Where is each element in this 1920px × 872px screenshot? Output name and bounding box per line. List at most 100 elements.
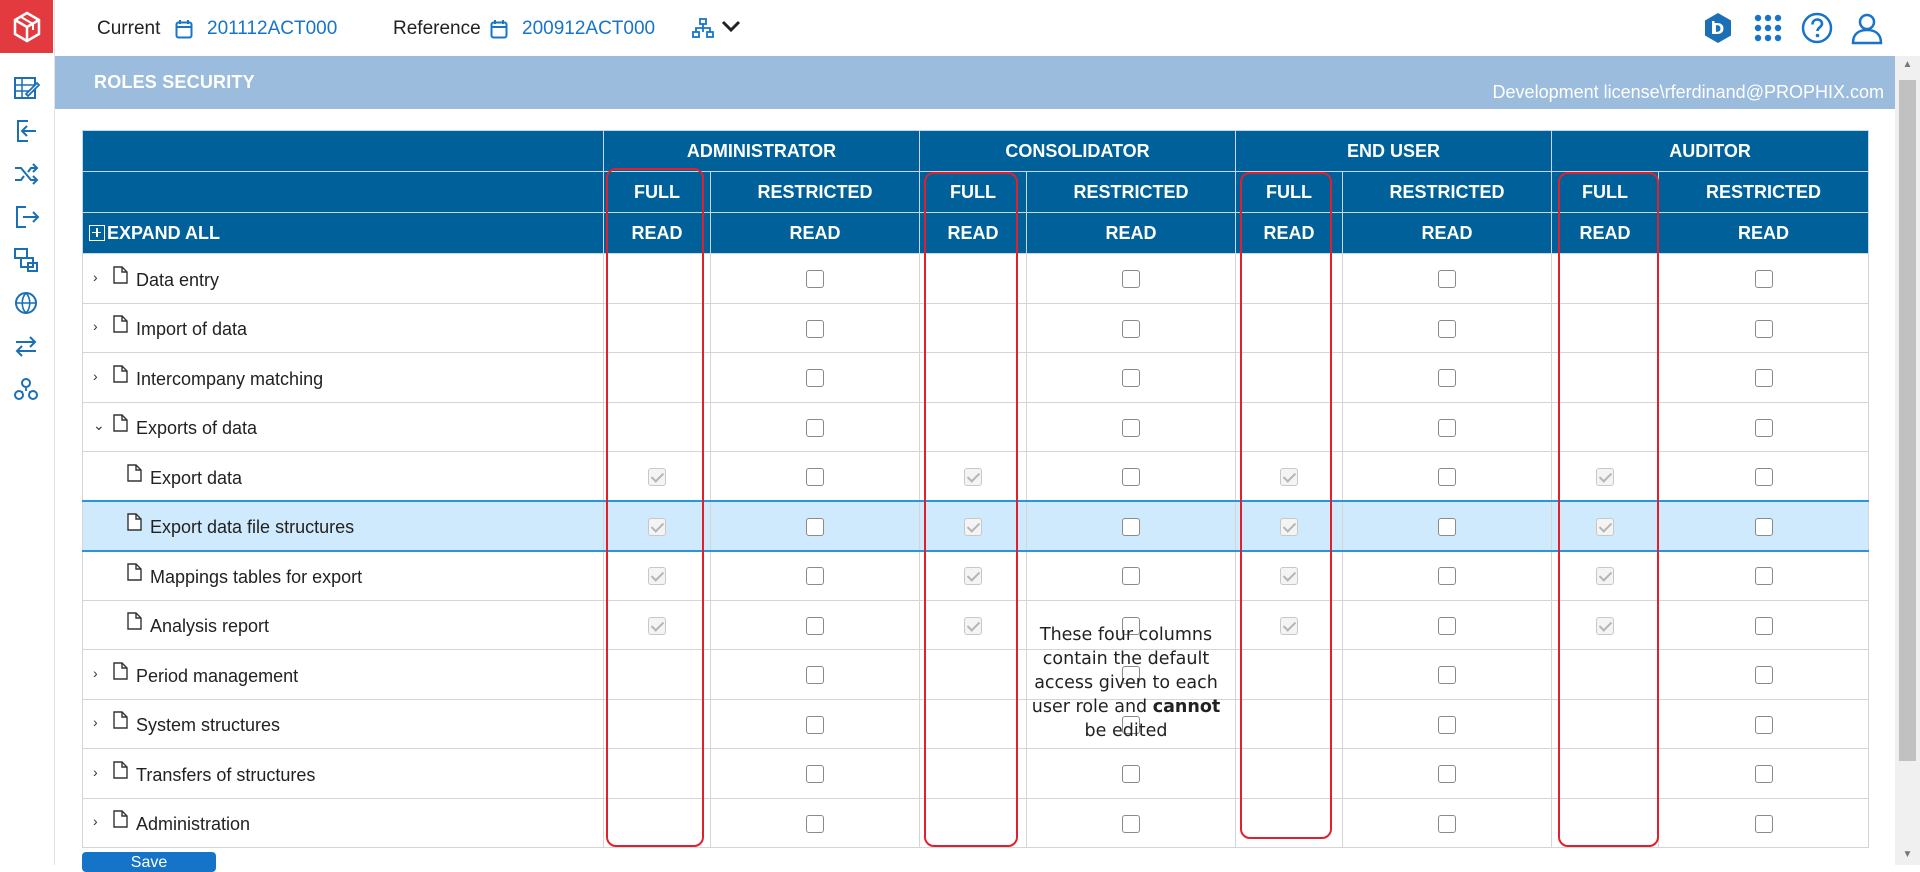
restricted-read-checkbox[interactable] (1122, 418, 1141, 437)
calendar-icon[interactable] (175, 19, 193, 39)
restricted-read-checkbox[interactable] (1754, 467, 1773, 486)
expand-caret-icon[interactable]: › (93, 318, 98, 335)
data-entry-nav-icon[interactable] (11, 73, 41, 103)
restricted-read-checkbox[interactable] (806, 418, 824, 437)
restricted-read-checkbox[interactable] (1754, 270, 1773, 288)
restricted-read-checkbox[interactable] (1122, 666, 1141, 684)
restricted-read-checkbox[interactable] (1438, 369, 1457, 387)
restricted-read-checkbox[interactable] (1754, 765, 1773, 783)
table-row[interactable]: › Period management (82, 649, 1870, 700)
restricted-read-checkbox[interactable] (1438, 715, 1457, 734)
row-label-cell[interactable]: ⌄ Exports of data (82, 401, 604, 452)
restricted-read-checkbox[interactable] (1438, 666, 1457, 684)
restricted-read-checkbox[interactable] (1754, 418, 1773, 437)
expand-caret-icon[interactable]: › (93, 813, 98, 830)
restricted-read-checkbox[interactable] (1754, 814, 1773, 833)
restricted-read-checkbox[interactable] (1122, 616, 1141, 635)
row-label-cell[interactable]: › Intercompany matching (82, 352, 604, 403)
restricted-read-checkbox[interactable] (806, 467, 824, 486)
row-label-cell[interactable]: Export data file structures (82, 500, 604, 552)
export-nav-icon[interactable] (11, 202, 41, 232)
scrollbar-thumb[interactable] (1899, 80, 1916, 761)
restricted-read-checkbox[interactable] (806, 567, 824, 586)
row-label-cell[interactable]: › System structures (82, 698, 604, 749)
restricted-read-checkbox[interactable] (1122, 467, 1141, 486)
table-row[interactable]: › Administration (82, 797, 1870, 848)
row-label-cell[interactable]: Mappings tables for export (82, 550, 604, 601)
row-label-cell[interactable]: › Transfers of structures (82, 748, 604, 799)
restricted-read-checkbox[interactable] (1438, 319, 1457, 338)
restricted-read-checkbox[interactable] (1122, 319, 1141, 338)
row-label-cell[interactable]: Export data (82, 451, 604, 502)
table-row[interactable]: › Import of data (82, 302, 1870, 353)
row-label-cell[interactable]: › Administration (82, 797, 604, 848)
restricted-read-checkbox[interactable] (1122, 517, 1141, 536)
calendar-icon[interactable] (490, 19, 508, 39)
admin-nav-icon[interactable] (11, 374, 41, 404)
shuffle-nav-icon[interactable] (11, 159, 41, 189)
restricted-read-checkbox[interactable] (806, 715, 824, 734)
restricted-read-checkbox[interactable] (806, 765, 824, 783)
row-label-cell[interactable]: › Import of data (82, 302, 604, 353)
restricted-read-checkbox[interactable] (806, 319, 824, 338)
globe-nav-icon[interactable] (11, 288, 41, 318)
restricted-read-checkbox[interactable] (1438, 814, 1457, 833)
structures-nav-icon[interactable] (11, 245, 41, 275)
org-tree-icon[interactable] (691, 17, 715, 39)
scroll-up-arrow[interactable]: ▲ (1902, 59, 1913, 70)
restricted-read-checkbox[interactable] (1438, 270, 1457, 288)
chevron-down-icon[interactable] (720, 18, 742, 34)
restricted-read-checkbox[interactable] (1122, 765, 1141, 783)
expand-all-button[interactable]: EXPAND ALL (82, 212, 604, 254)
user-profile-icon[interactable] (1849, 10, 1885, 46)
restricted-read-checkbox[interactable] (806, 369, 824, 387)
expand-caret-icon[interactable]: › (93, 714, 98, 731)
restricted-read-checkbox[interactable] (1754, 616, 1773, 635)
restricted-read-checkbox[interactable] (1438, 517, 1457, 536)
expand-caret-icon[interactable]: › (93, 664, 98, 681)
expand-caret-icon[interactable]: › (93, 268, 98, 285)
restricted-read-checkbox[interactable] (1754, 517, 1773, 536)
restricted-read-checkbox[interactable] (1438, 616, 1457, 635)
restricted-read-checkbox[interactable] (1754, 319, 1773, 338)
restricted-read-checkbox[interactable] (1754, 715, 1773, 734)
table-row[interactable]: › Data entry (82, 253, 1870, 304)
expand-caret-icon[interactable]: › (93, 367, 98, 384)
restricted-read-checkbox[interactable] (1122, 369, 1141, 387)
row-label-cell[interactable]: Analysis report (82, 599, 604, 650)
restricted-read-checkbox[interactable] (1122, 715, 1141, 734)
badge-d-icon[interactable]: D (1700, 10, 1736, 46)
table-row[interactable]: Mappings tables for export (82, 550, 1870, 601)
scroll-down-arrow[interactable]: ▼ (1902, 849, 1913, 860)
restricted-read-checkbox[interactable] (1754, 567, 1773, 586)
restricted-read-checkbox[interactable] (806, 814, 824, 833)
table-row[interactable]: ⌄ Exports of data (82, 401, 1870, 452)
restricted-read-checkbox[interactable] (1122, 814, 1141, 833)
table-row[interactable]: Analysis report (82, 599, 1870, 650)
save-button[interactable]: Save (82, 852, 216, 872)
row-label-cell[interactable]: › Data entry (82, 253, 604, 304)
app-logo[interactable] (0, 0, 53, 53)
expand-caret-icon[interactable]: ⌄ (93, 417, 105, 434)
table-row[interactable]: › System structures (82, 698, 1870, 749)
row-label-cell[interactable]: › Period management (82, 649, 604, 700)
table-row[interactable]: › Transfers of structures (82, 748, 1870, 799)
restricted-read-checkbox[interactable] (1754, 666, 1773, 684)
import-nav-icon[interactable] (11, 116, 41, 146)
current-period-link[interactable]: 201112ACT000 (207, 18, 338, 39)
restricted-read-checkbox[interactable] (1438, 418, 1457, 437)
transfer-nav-icon[interactable] (11, 331, 41, 361)
apps-grid-icon[interactable] (1750, 10, 1786, 46)
table-row[interactable]: › Intercompany matching (82, 352, 1870, 403)
expand-caret-icon[interactable]: › (93, 763, 98, 780)
restricted-read-checkbox[interactable] (1122, 270, 1141, 288)
restricted-read-checkbox[interactable] (806, 517, 824, 536)
restricted-read-checkbox[interactable] (806, 270, 824, 288)
restricted-read-checkbox[interactable] (1122, 567, 1141, 586)
table-row[interactable]: Export data file structures (82, 500, 1870, 552)
restricted-read-checkbox[interactable] (1754, 369, 1773, 387)
reference-period-link[interactable]: 200912ACT000 (522, 18, 656, 39)
restricted-read-checkbox[interactable] (1438, 765, 1457, 783)
restricted-read-checkbox[interactable] (1438, 467, 1457, 486)
restricted-read-checkbox[interactable] (1438, 567, 1457, 586)
